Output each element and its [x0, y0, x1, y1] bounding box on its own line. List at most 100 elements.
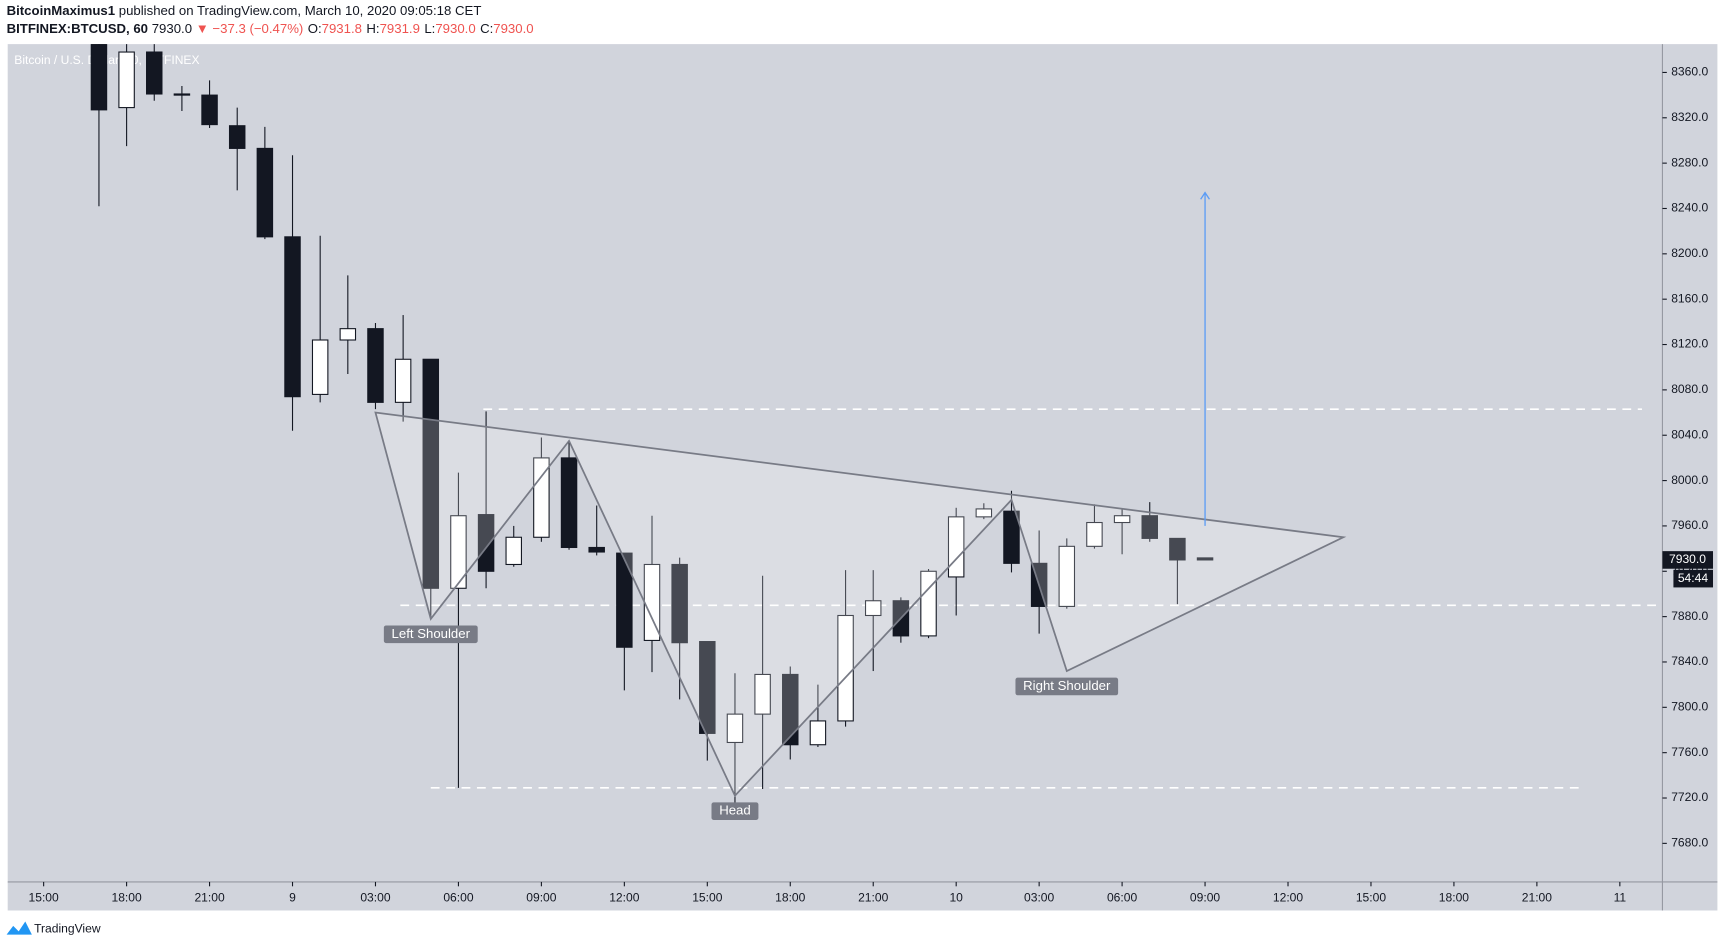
candle-body — [1058, 545, 1076, 607]
candle-body — [1196, 557, 1214, 561]
candle-body — [1003, 510, 1020, 564]
candle-body — [90, 44, 108, 111]
annotation: Left Shoulder — [383, 625, 478, 644]
candle-body — [201, 94, 218, 126]
tradingview-logo — [6, 921, 32, 935]
y-tick-label: 8240.0 — [1671, 201, 1708, 215]
candle-body — [367, 328, 384, 403]
candle-body — [339, 328, 357, 341]
candle-body — [726, 713, 744, 744]
time-axis — [7, 881, 1663, 911]
x-tick-label: 21:00 — [1522, 891, 1553, 905]
ohlc-key: L: — [424, 21, 435, 36]
candle-body — [256, 147, 274, 238]
x-tick-label: 21:00 — [194, 891, 225, 905]
annotation: Right Shoulder — [1015, 677, 1119, 696]
candle-body — [975, 508, 993, 518]
ohlc-value: 7930.0 — [435, 21, 475, 36]
annotation-box — [1015, 677, 1119, 696]
candle-body — [671, 563, 688, 644]
y-tick-label: 7680.0 — [1671, 836, 1708, 850]
x-tick-label: 15:00 — [1356, 891, 1387, 905]
price-axis — [1662, 44, 1718, 911]
arrow-head — [1200, 191, 1210, 200]
candle-body — [699, 641, 716, 734]
candle-body — [616, 552, 633, 648]
x-tick-label: 10 — [949, 891, 963, 905]
candle-body — [1086, 521, 1103, 547]
annotation: Head — [711, 802, 759, 820]
annotation-label: Head — [719, 803, 751, 818]
header-line-1: BitcoinMaximus1 published on TradingView… — [7, 4, 482, 19]
candle-body — [284, 236, 301, 398]
change: ▼ −37.3 (−0.47%) — [196, 21, 304, 36]
x-tick-label: 12:00 — [609, 891, 640, 905]
last-price-box — [1662, 551, 1714, 569]
candle-body — [560, 457, 578, 549]
candle-body — [533, 457, 550, 538]
countdown-box — [1673, 569, 1714, 588]
published: published on TradingView.com, March 10, … — [119, 4, 482, 19]
y-tick-label: 8120.0 — [1671, 337, 1708, 351]
y-tick-label: 8280.0 — [1671, 155, 1708, 169]
candle-body — [173, 93, 191, 96]
x-tick-label: 03:00 — [1024, 891, 1055, 905]
candle-body — [422, 358, 440, 589]
ohlc-value: 7931.8 — [322, 21, 362, 36]
candle-body — [394, 358, 412, 403]
annotation-label: Right Shoulder — [1023, 678, 1111, 693]
x-tick-label: 21:00 — [858, 891, 889, 905]
candle-body — [1169, 537, 1186, 561]
annotation-box — [711, 802, 759, 820]
candle-body — [477, 514, 495, 572]
candle-body — [118, 51, 135, 109]
footer-brand: TradingView — [34, 921, 101, 935]
y-tick-label: 8040.0 — [1671, 427, 1708, 441]
plot: Left Shoulder Head Right Shoulder — [90, 44, 1663, 820]
x-tick-label: 9 — [289, 891, 296, 905]
candle-body — [920, 570, 937, 637]
y-tick-label: 7840.0 — [1671, 654, 1708, 668]
x-tick-label: 06:00 — [1107, 891, 1138, 905]
candle-body — [1141, 515, 1158, 539]
y-tick-label: 7760.0 — [1671, 745, 1708, 759]
x-tick-label: 03:00 — [360, 891, 391, 905]
candle-body — [754, 673, 771, 715]
candle-body — [146, 51, 163, 95]
y-tick-label: 7720.0 — [1671, 790, 1708, 804]
candle-body — [450, 515, 467, 589]
ohlc-value: 7930.0 — [493, 21, 533, 36]
candle-body — [228, 125, 246, 149]
y-tick-label: 8160.0 — [1671, 291, 1708, 305]
x-tick-label: 09:00 — [1190, 891, 1221, 905]
x-tick-label: 18:00 — [775, 891, 806, 905]
last: 7930.0 — [152, 21, 192, 36]
candle-body — [311, 339, 329, 395]
ohlc-key: C: — [480, 21, 493, 36]
y-tick-label: 7880.0 — [1671, 609, 1708, 623]
annotation-label: Left Shoulder — [392, 626, 471, 641]
x-tick-label: 11 — [1614, 891, 1627, 905]
candle-body — [505, 536, 522, 566]
last-price-label: 7930.0 — [1669, 552, 1706, 566]
symbol: BITFINEX:BTCUSD, 60 — [7, 21, 148, 36]
candle-body — [864, 600, 882, 617]
y-tick-label: 7800.0 — [1671, 700, 1708, 714]
x-tick-label: 12:00 — [1273, 891, 1304, 905]
y-tick-label: 7960.0 — [1671, 518, 1708, 532]
candle-body — [588, 546, 605, 553]
annotation-box — [383, 625, 478, 644]
head-shoulders-pattern — [374, 411, 1347, 798]
author[interactable]: BitcoinMaximus1 — [7, 4, 115, 19]
y-tick-label: 8320.0 — [1671, 110, 1708, 124]
axes: 7680.07720.07760.07800.07840.07880.07920… — [29, 65, 1714, 905]
y-tick-label: 8200.0 — [1671, 246, 1708, 260]
x-tick-label: 15:00 — [29, 891, 60, 905]
candle-body — [782, 673, 799, 746]
y-tick-label: 8080.0 — [1671, 382, 1708, 396]
x-tick-label: 18:00 — [1439, 891, 1470, 905]
candle-body — [1113, 515, 1131, 524]
y-tick-label: 8360.0 — [1671, 65, 1708, 79]
x-tick-label: 18:00 — [111, 891, 142, 905]
